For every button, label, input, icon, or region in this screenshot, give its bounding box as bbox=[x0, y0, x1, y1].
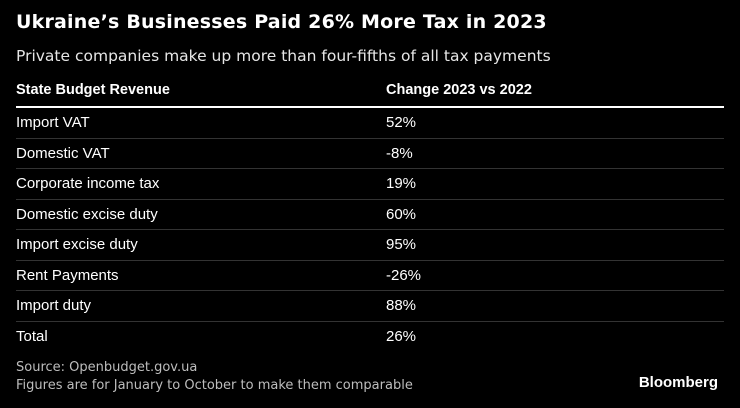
table-row: Total 26% bbox=[16, 322, 724, 352]
bloomberg-logo: Bloomberg bbox=[638, 374, 718, 391]
revenue-table: State Budget Revenue Change 2023 vs 2022… bbox=[16, 78, 724, 351]
row-value: -8% bbox=[386, 144, 413, 162]
row-label: Corporate income tax bbox=[16, 175, 160, 192]
row-value: 52% bbox=[386, 114, 417, 131]
row-label: Import VAT bbox=[16, 114, 90, 131]
chart-title: Ukraine’s Businesses Paid 26% More Tax i… bbox=[16, 11, 547, 33]
row-value: 88% bbox=[386, 297, 417, 314]
row-label: Rent Payments bbox=[16, 266, 119, 284]
source-text: Source: Openbudget.gov.ua bbox=[16, 360, 198, 375]
column-header-change: Change 2023 vs 2022 bbox=[386, 82, 532, 98]
row-value: 95% bbox=[386, 236, 417, 253]
table-row: Import excise duty 95% bbox=[16, 230, 724, 261]
table-row: Domestic VAT -8% bbox=[16, 139, 724, 169]
row-value: 19% bbox=[386, 175, 417, 192]
row-value: 26% bbox=[386, 327, 417, 345]
table-row: Import VAT 52% bbox=[16, 108, 724, 139]
row-label: Total bbox=[16, 327, 48, 345]
row-label: Import duty bbox=[16, 297, 92, 314]
source-note: Source: Openbudget.gov.ua Figures are fo… bbox=[16, 359, 413, 395]
table-row: Import duty 88% bbox=[16, 291, 724, 322]
column-header-revenue: State Budget Revenue bbox=[16, 82, 170, 98]
chart-subtitle: Private companies make up more than four… bbox=[16, 47, 551, 65]
table-body: Import VAT 52% Domestic VAT -8% Corporate in… bbox=[16, 108, 724, 351]
row-label: Import excise duty bbox=[16, 236, 138, 253]
row-value: 60% bbox=[386, 205, 417, 223]
footnote-text: Figures are for January to October to ma… bbox=[16, 378, 413, 393]
row-value: -26% bbox=[386, 266, 422, 284]
row-label: Domestic excise duty bbox=[16, 205, 158, 223]
row-label: Domestic VAT bbox=[16, 144, 110, 162]
table-row: Rent Payments -26% bbox=[16, 261, 724, 291]
table-header: State Budget Revenue Change 2023 vs 2022 bbox=[16, 78, 724, 108]
table-row: Corporate income tax 19% bbox=[16, 169, 724, 200]
table-row: Domestic excise duty 60% bbox=[16, 200, 724, 230]
